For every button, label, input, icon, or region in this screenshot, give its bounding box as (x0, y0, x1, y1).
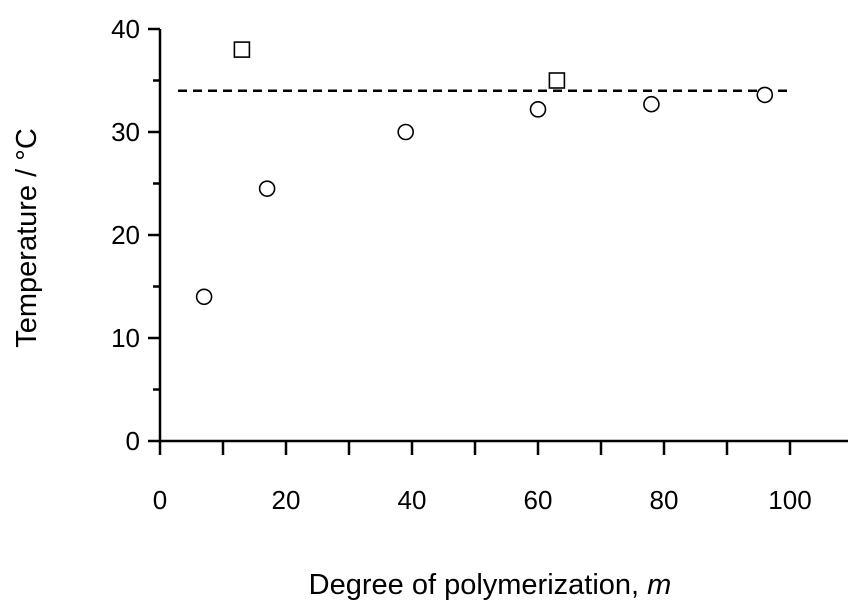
y-tick-label: 30 (111, 117, 140, 147)
y-tick-label: 10 (111, 323, 140, 353)
data-point-circle (195, 288, 213, 306)
y-axis-title: Temperature / °C (11, 128, 43, 348)
x-axis-title: Degree of polymerization, m (309, 569, 672, 601)
x-tick-label: 80 (650, 485, 679, 515)
x-tick-label: 0 (153, 485, 167, 515)
x-axis-title-text: Degree of polymerization, (309, 569, 648, 601)
y-tick-label: 0 (126, 426, 140, 456)
data-marks (195, 41, 774, 306)
x-tick-label: 40 (398, 485, 427, 515)
x-axis-title-variable: m (647, 569, 671, 601)
x-tick-label: 20 (272, 485, 301, 515)
data-point-circle (529, 101, 547, 118)
x-tick-label: 100 (768, 485, 811, 515)
data-point-circle (756, 86, 774, 104)
data-point-square (233, 41, 251, 58)
y-tick-label: 40 (111, 14, 140, 44)
data-point-circle (643, 95, 660, 113)
x-tick-label: 60 (524, 485, 553, 515)
data-point-square (548, 72, 566, 89)
data-point-circle (258, 180, 276, 197)
y-tick-label: 20 (111, 220, 140, 250)
axes: 0 10 20 30 40 0 20 40 60 80 100 (111, 14, 848, 515)
data-point-circle (397, 123, 415, 141)
